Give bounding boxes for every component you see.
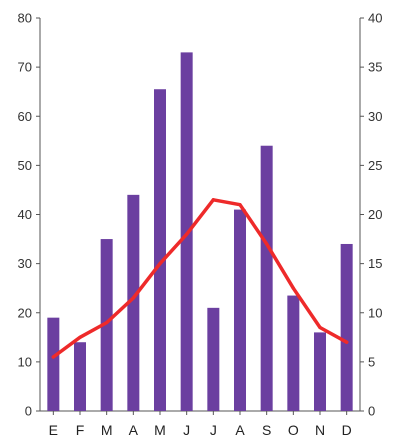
precipitation-bar — [340, 243, 353, 411]
temperature-line-group — [51, 198, 349, 359]
precipitation-bar — [154, 89, 166, 411]
x-tick-label: J — [183, 422, 190, 438]
temperature-point — [185, 232, 189, 236]
precipitation-bar — [314, 332, 326, 411]
x-tick-label: A — [129, 422, 139, 438]
x-tick-label: O — [288, 422, 299, 438]
left-y-tick-label: 70 — [18, 60, 32, 75]
temperature-point — [78, 335, 82, 339]
right-y-tick-label: 30 — [368, 109, 382, 124]
x-tick-label: D — [342, 422, 352, 438]
temperature-point — [211, 198, 215, 202]
temperature-point — [131, 296, 135, 300]
temperature-point — [51, 355, 55, 359]
left-y-tick-label: 0 — [25, 404, 32, 419]
temperature-point — [318, 325, 322, 330]
precipitation-bar — [207, 307, 220, 411]
precipitation-bar — [100, 239, 113, 411]
left-y-tick-label: 60 — [18, 109, 32, 124]
precipitation-bars — [47, 52, 353, 411]
right-y-tick-label: 35 — [368, 60, 382, 75]
precipitation-bar — [127, 194, 140, 411]
right-y-tick-label: 5 — [368, 354, 375, 369]
x-tick-label: F — [76, 422, 85, 438]
right-y-tick-label: 0 — [368, 404, 375, 419]
left-y-tick-label: 10 — [18, 354, 32, 369]
right-y-ticks: 0 5 10 15 20 25 30 35 40 — [360, 11, 382, 419]
precipitation-bar — [260, 145, 273, 411]
right-y-tick-label: 15 — [368, 256, 382, 271]
right-y-tick-label: 10 — [368, 305, 382, 320]
x-tick-label: M — [154, 422, 166, 438]
precipitation-bar — [47, 317, 60, 411]
right-y-tick-label: 40 — [368, 11, 382, 26]
x-tick-label: A — [235, 422, 245, 438]
left-y-tick-label: 50 — [18, 158, 32, 173]
temperature-point — [265, 242, 269, 246]
temperature-line — [51, 198, 349, 359]
left-y-ticks: 0 10 20 30 40 50 60 70 80 — [18, 11, 40, 419]
temperature-point — [345, 340, 349, 344]
left-y-tick-label: 30 — [18, 256, 32, 271]
right-y-tick-label: 20 — [368, 207, 382, 222]
x-tick-label: N — [315, 422, 325, 438]
left-y-tick-label: 80 — [18, 11, 32, 26]
precipitation-bar — [234, 209, 246, 411]
x-tick-label: M — [101, 422, 113, 438]
temperature-point — [291, 286, 295, 290]
temperature-point — [158, 262, 162, 266]
precipitation-bar — [287, 295, 300, 411]
temperature-point — [238, 203, 242, 207]
x-tick-label: S — [262, 422, 271, 438]
precipitation-bar — [74, 342, 86, 411]
left-y-tick-label: 40 — [18, 207, 32, 222]
temperature-point — [105, 320, 109, 325]
x-tick-label: E — [49, 422, 58, 438]
right-y-tick-label: 25 — [368, 158, 382, 173]
x-tick-label: J — [210, 422, 217, 438]
left-y-tick-label: 20 — [18, 305, 32, 320]
